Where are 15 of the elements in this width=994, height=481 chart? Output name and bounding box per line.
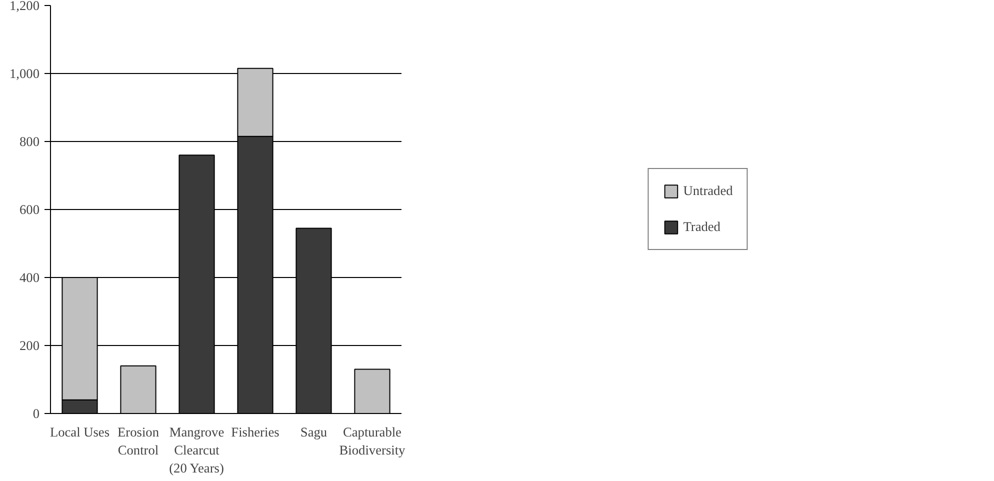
y-tick-label: 400	[20, 270, 40, 285]
x-tick-label: Erosion Control	[118, 424, 160, 458]
legend-label: Untraded	[683, 183, 733, 199]
x-tick-label: Mangrove Clearcut (20 Years)	[169, 424, 224, 476]
y-tick-label: 1,200	[10, 0, 40, 13]
y-tick-label: 800	[20, 134, 40, 149]
x-tick-label: Fisheries	[231, 424, 280, 440]
y-tick-label: 600	[20, 202, 40, 217]
y-tick-label: 1,000	[10, 66, 40, 81]
y-tick-label: 0	[32, 406, 40, 421]
legend-label: Traded	[683, 219, 720, 235]
x-tick-label: Capturable Biodiversity	[339, 424, 406, 458]
x-tick-label: Local Uses	[50, 424, 110, 440]
x-tick-label: Sagu	[300, 424, 328, 440]
y-tick-label: 200	[20, 338, 40, 353]
